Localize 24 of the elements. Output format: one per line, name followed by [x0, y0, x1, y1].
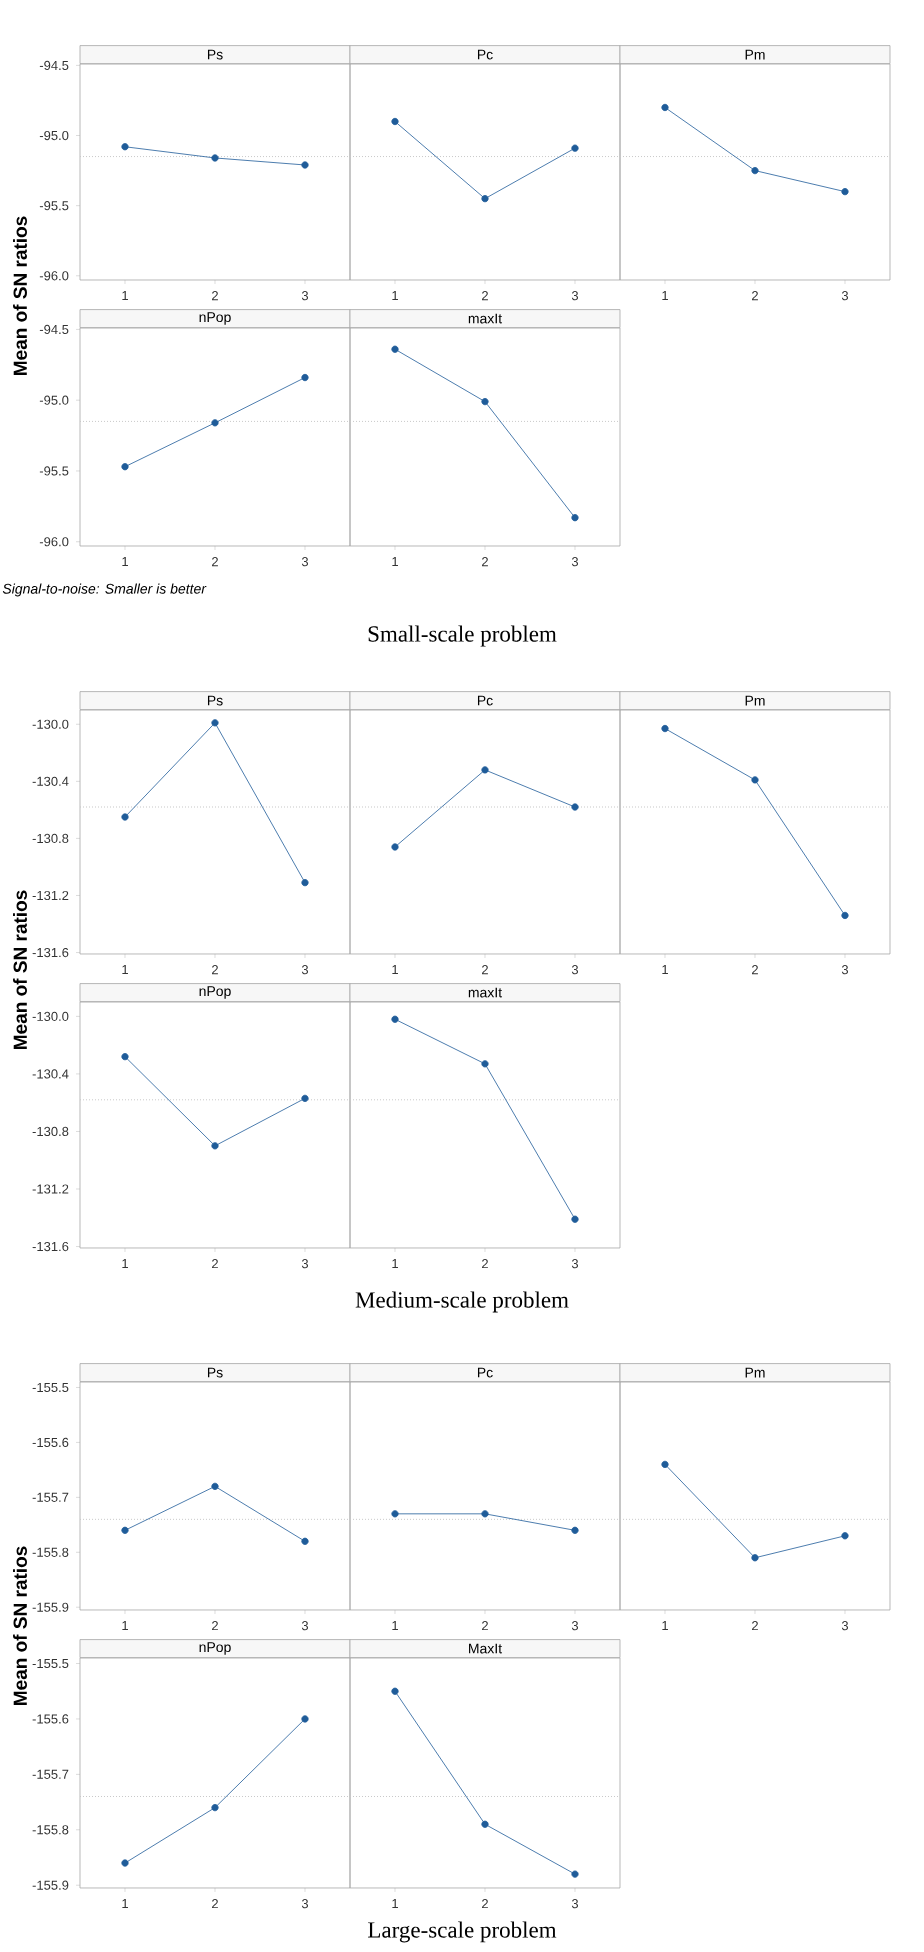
point: [121, 1526, 129, 1534]
point: [211, 719, 219, 727]
point: [301, 373, 309, 382]
point: [121, 813, 129, 821]
point: [211, 1804, 219, 1812]
y-axis-title: Mean of SN ratios: [13, 1546, 27, 1705]
point: [301, 161, 309, 169]
point: [301, 1715, 309, 1723]
point: [211, 419, 219, 427]
point: [211, 1482, 219, 1490]
text: Small-scale problem: [368, 625, 557, 647]
point: [121, 143, 129, 151]
point: [121, 1053, 129, 1061]
point: [121, 1859, 129, 1867]
point: [211, 154, 219, 162]
point: [211, 1142, 219, 1150]
text: Medium-scale problem: [355, 1291, 569, 1313]
point: [301, 1094, 309, 1102]
y-axis-title: Mean of SN ratios: [13, 216, 27, 375]
point: [121, 463, 129, 471]
text: Large-scale problem: [368, 1921, 557, 1943]
point: [301, 1537, 309, 1545]
y-axis-title: Mean of SN ratios: [13, 890, 27, 1049]
point: [301, 879, 309, 887]
